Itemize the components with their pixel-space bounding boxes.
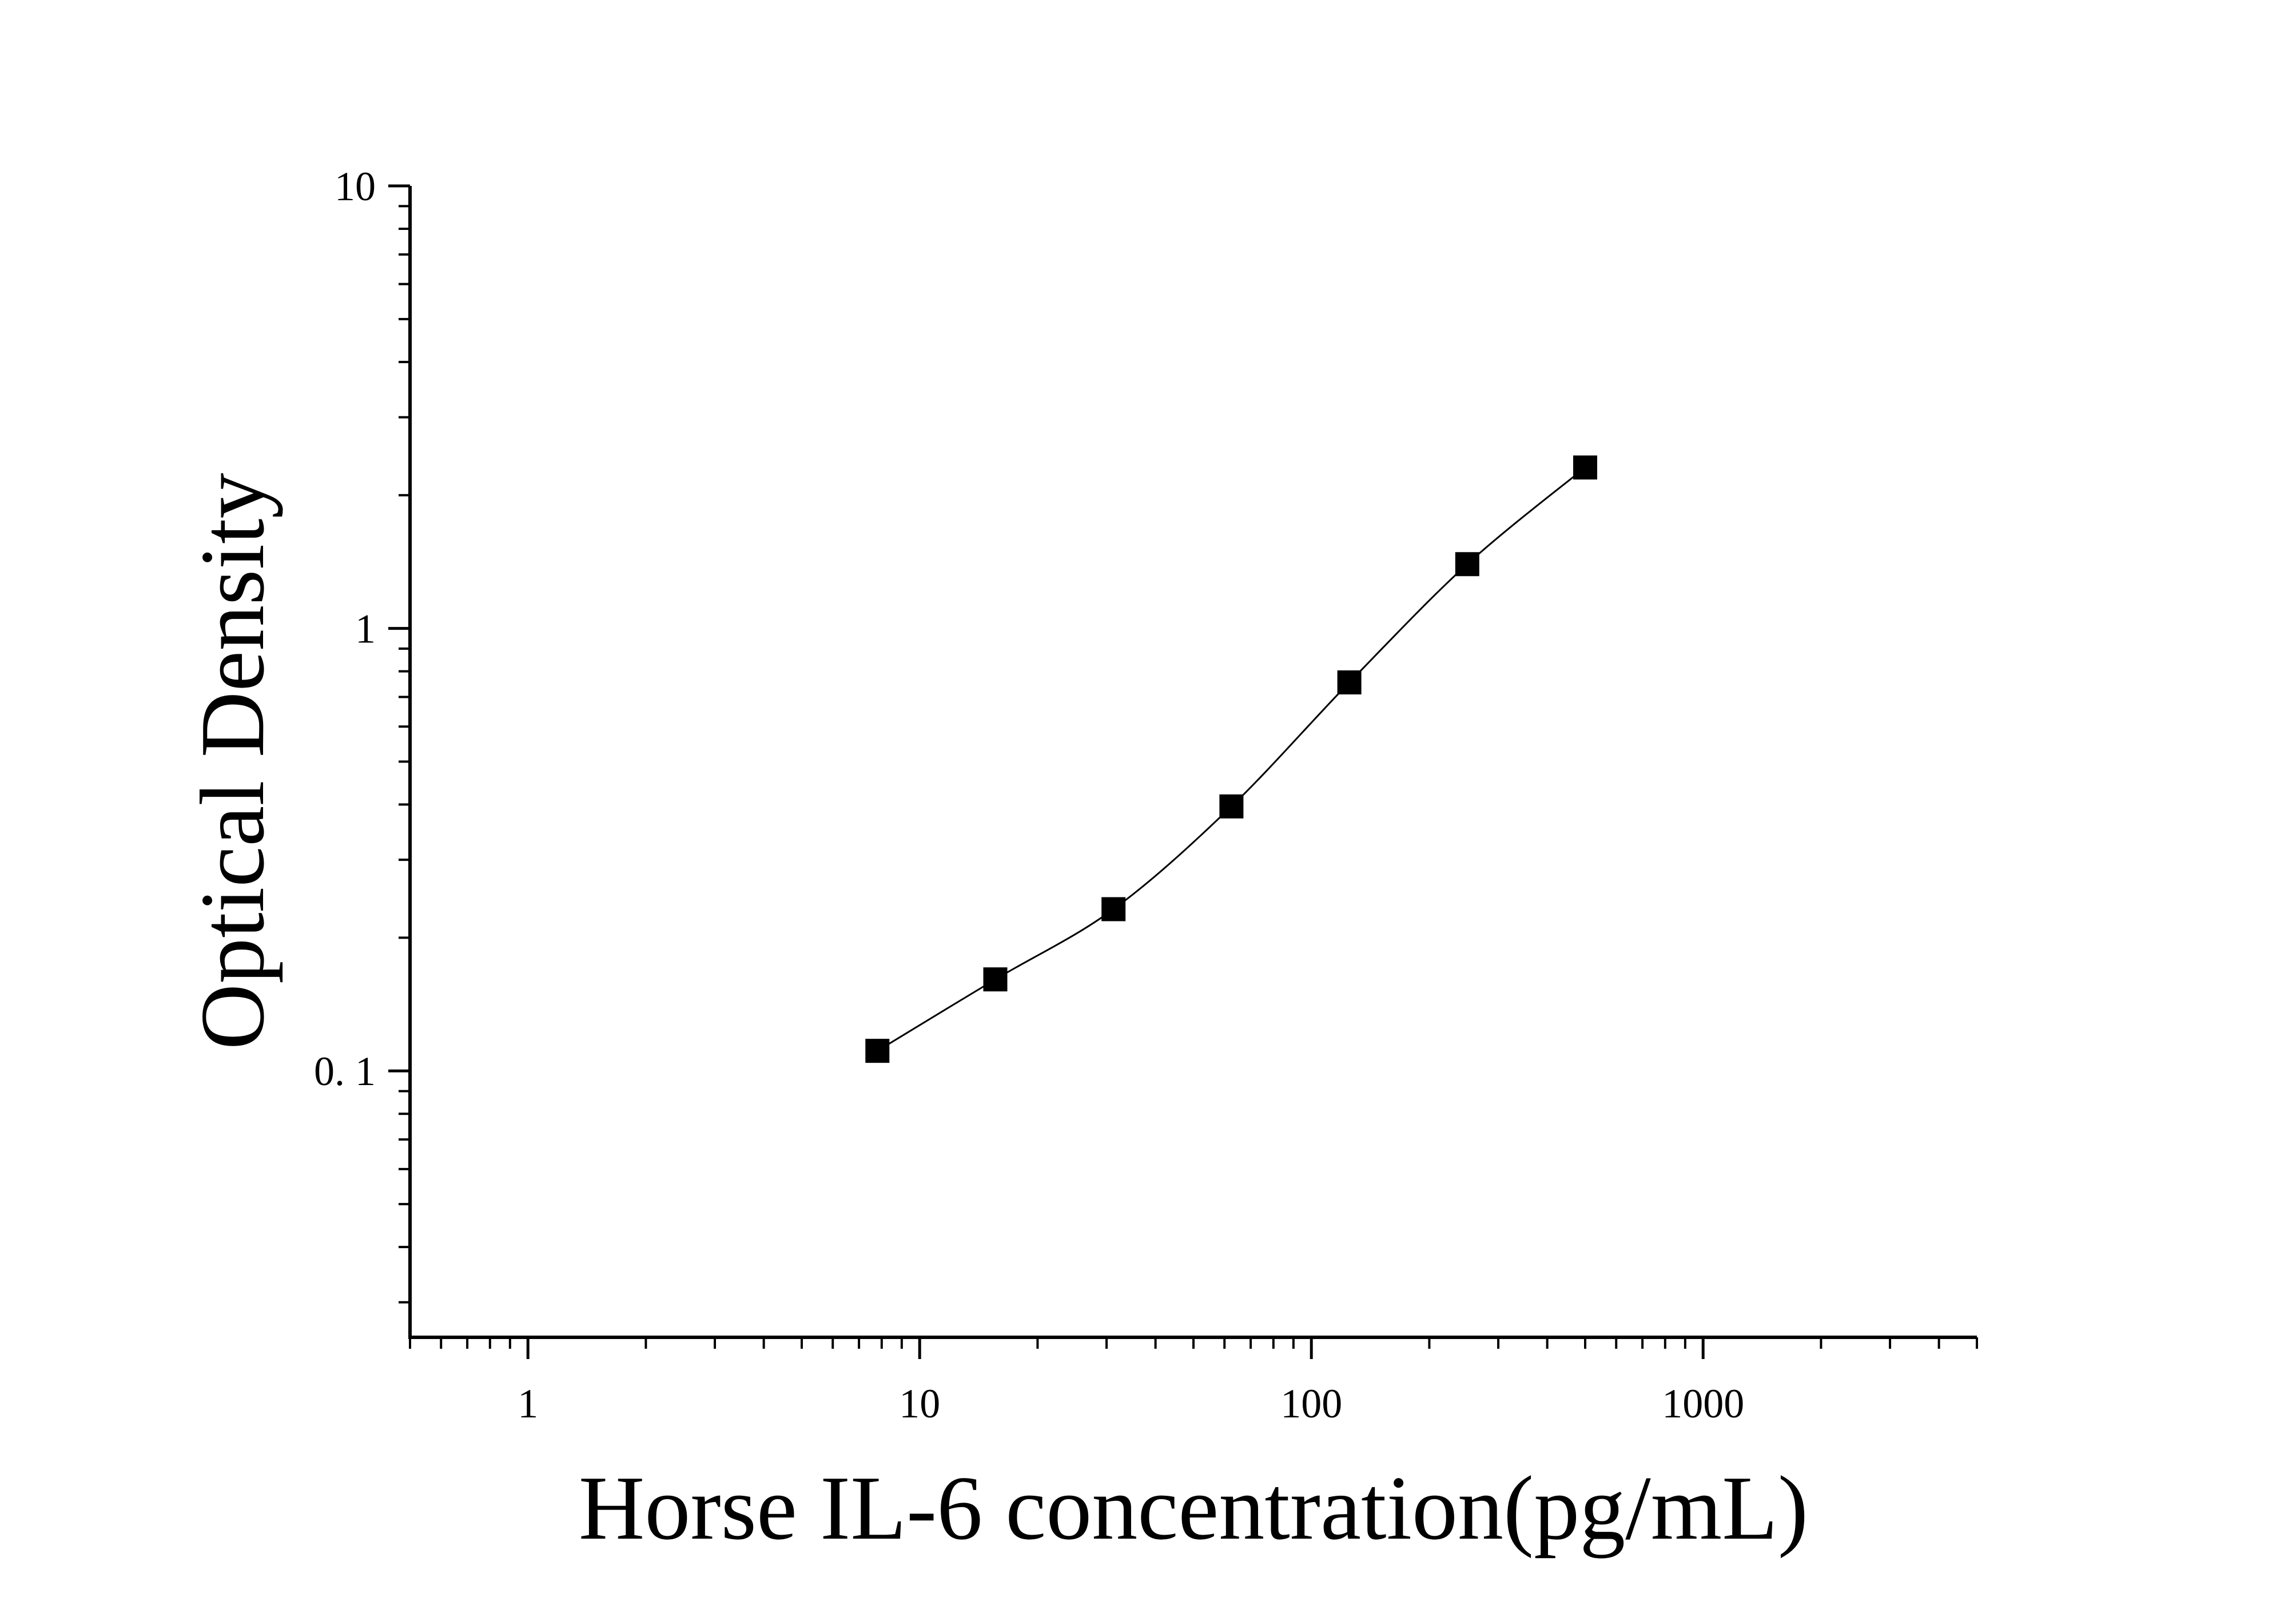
data-point	[1219, 794, 1244, 819]
y-tick-label: 10	[335, 164, 376, 209]
x-tick-label: 1	[518, 1381, 538, 1427]
data-point	[1101, 897, 1126, 921]
data-point	[1337, 670, 1362, 695]
x-tick-label: 100	[1280, 1381, 1342, 1427]
data-point	[865, 1039, 890, 1063]
x-tick-label: 10	[899, 1381, 940, 1427]
y-tick-label: 1	[355, 606, 376, 652]
y-tick-label: 0. 1	[314, 1048, 376, 1094]
data-point	[1455, 552, 1479, 577]
data-point	[983, 967, 1008, 992]
x-tick-label: 1000	[1662, 1381, 1744, 1427]
y-axis-title: Optical Density	[181, 473, 283, 1050]
x-axis-title: Horse IL-6 concentration(pg/mL)	[579, 1457, 1808, 1559]
data-point	[1573, 455, 1597, 480]
